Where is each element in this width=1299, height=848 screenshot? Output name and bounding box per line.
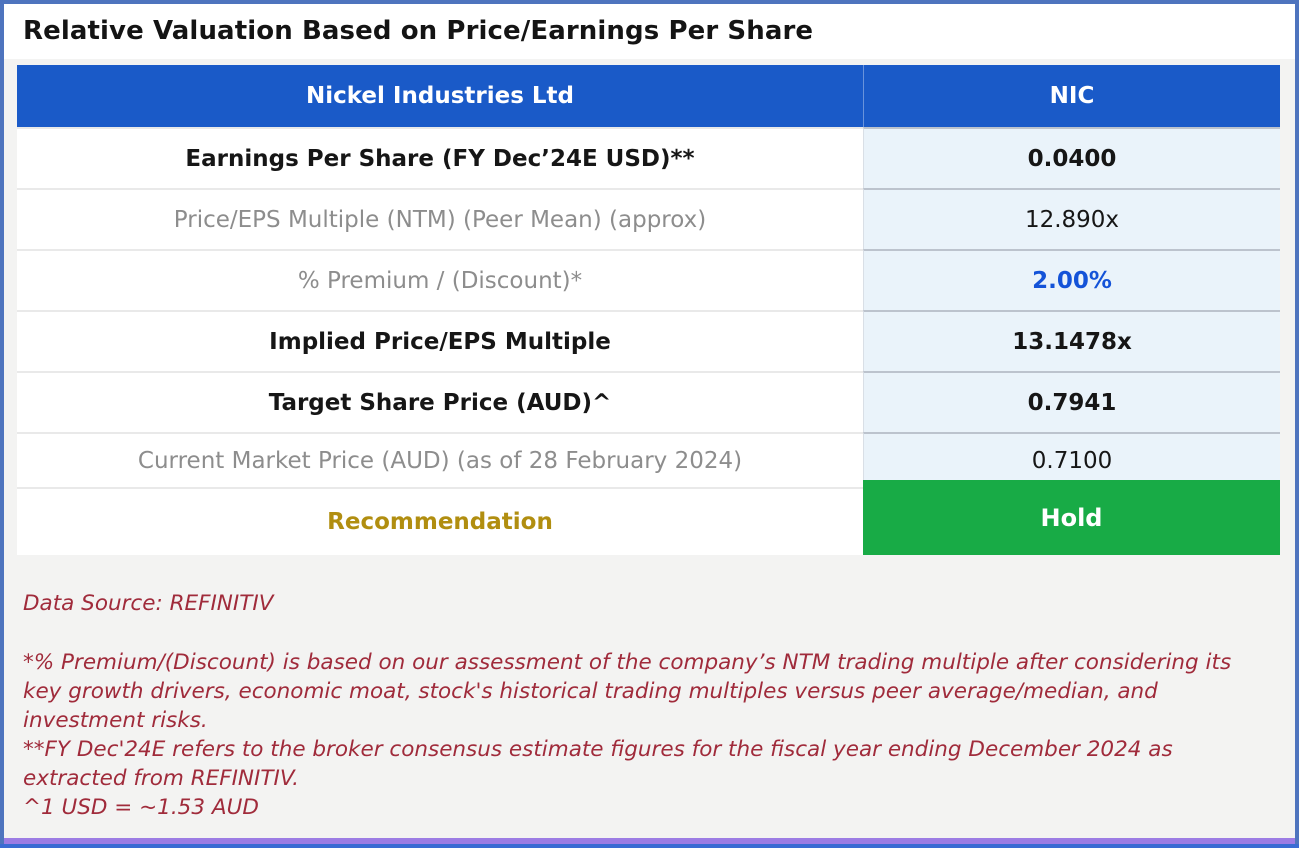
row-label: Price/EPS Multiple (NTM) (Peer Mean) (ap… — [17, 188, 863, 249]
row-label: Earnings Per Share (FY Dec’24E USD)** — [17, 127, 863, 188]
row-value: 0.7100 — [863, 432, 1280, 487]
row-value: 2.00% — [863, 249, 1280, 310]
ticker-header: NIC — [863, 65, 1280, 127]
table-row: Earnings Per Share (FY Dec’24E USD)** 0.… — [17, 127, 1280, 188]
table-row: % Premium / (Discount)* 2.00% — [17, 249, 1280, 310]
fx-rate-note: ^1 USD = ~1.53 AUD — [23, 795, 259, 820]
table-row: Recommendation Hold — [17, 480, 1280, 555]
valuation-table-rows: Earnings Per Share (FY Dec’24E USD)** 0.… — [17, 127, 1280, 555]
row-label: Current Market Price (AUD) (as of 28 Feb… — [17, 432, 863, 487]
fy-estimate-note: **FY Dec'24E refers to the broker consen… — [23, 737, 1173, 791]
footnotes: Data Source: REFINITIV *% Premium/(Disco… — [23, 589, 1266, 822]
table-row: Target Share Price (AUD)^ 0.7941 — [17, 371, 1280, 432]
row-value: 0.7941 — [863, 371, 1280, 432]
table-row: Implied Price/EPS Multiple 13.1478x — [17, 310, 1280, 371]
company-name-header: Nickel Industries Ltd — [305, 83, 575, 109]
page-title: Relative Valuation Based on Price/Earnin… — [23, 16, 814, 46]
row-value: 13.1478x — [863, 310, 1280, 371]
premium-discount-note: *% Premium/(Discount) is based on our as… — [23, 650, 1232, 733]
table-row: Price/EPS Multiple (NTM) (Peer Mean) (ap… — [17, 188, 1280, 249]
table-row: Current Market Price (AUD) (as of 28 Feb… — [17, 432, 1280, 487]
table-header-row: Nickel Industries Ltd NIC — [17, 65, 1280, 127]
recommendation-badge: Hold — [863, 480, 1280, 555]
row-label: Recommendation — [17, 487, 863, 555]
valuation-table: Nickel Industries Ltd NIC Earnings Per S… — [17, 65, 1280, 555]
bottom-blue-bar — [0, 844, 1299, 848]
bottom-purple-bar — [4, 838, 1295, 844]
title-band: Relative Valuation Based on Price/Earnin… — [4, 4, 1295, 59]
row-label: % Premium / (Discount)* — [17, 249, 863, 310]
row-label: Target Share Price (AUD)^ — [17, 371, 863, 432]
row-value: 0.0400 — [863, 127, 1280, 188]
row-label: Implied Price/EPS Multiple — [17, 310, 863, 371]
row-value: 12.890x — [863, 188, 1280, 249]
data-source-note: Data Source: REFINITIV — [23, 591, 274, 616]
